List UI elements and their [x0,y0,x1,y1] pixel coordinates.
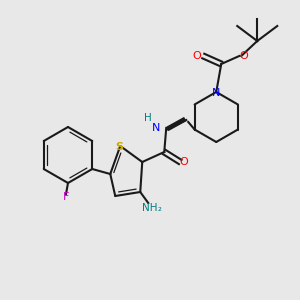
Text: N: N [212,88,220,98]
Text: NH: NH [142,203,158,213]
Text: O: O [240,51,249,61]
Text: N: N [152,123,160,133]
Text: S: S [115,142,123,152]
Text: H: H [144,113,152,123]
Text: O: O [180,157,189,167]
Text: ₂: ₂ [157,203,161,213]
Text: O: O [193,51,202,61]
Text: F: F [63,192,69,202]
